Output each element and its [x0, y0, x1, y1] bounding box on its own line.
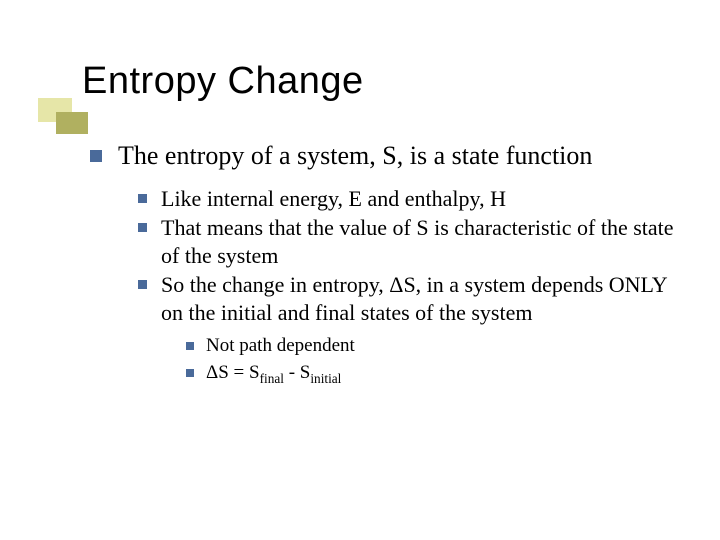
bullet-level3: Not path dependent: [186, 334, 680, 359]
bullet-level2: That means that the value of S is charac…: [138, 214, 680, 269]
level2-group: Like internal energy, E and enthalpy, H …: [138, 185, 680, 387]
slide-content: The entropy of a system, S, is a state f…: [90, 140, 680, 389]
level3-text: Not path dependent: [206, 334, 355, 359]
square-bullet-icon: [138, 280, 147, 289]
level1-text: The entropy of a system, S, is a state f…: [118, 140, 592, 173]
bullet-level3: ΔS = Sfinal - Sinitial: [186, 361, 680, 387]
bullet-level2: So the change in entropy, ΔS, in a syste…: [138, 271, 680, 326]
square-bullet-icon: [90, 150, 102, 162]
level2-text: So the change in entropy, ΔS, in a syste…: [161, 271, 680, 326]
square-bullet-icon: [138, 194, 147, 203]
deco-rect-front: [56, 112, 88, 134]
level3-group: Not path dependent ΔS = Sfinal - Sinitia…: [186, 334, 680, 387]
slide: Entropy Change The entropy of a system, …: [0, 0, 720, 540]
bullet-level2: Like internal energy, E and enthalpy, H: [138, 185, 680, 213]
bullet-level1: The entropy of a system, S, is a state f…: [90, 140, 680, 173]
level2-text: Like internal energy, E and enthalpy, H: [161, 185, 506, 213]
square-bullet-icon: [186, 369, 194, 377]
slide-title: Entropy Change: [82, 60, 364, 103]
square-bullet-icon: [138, 223, 147, 232]
square-bullet-icon: [186, 342, 194, 350]
level3-text: ΔS = Sfinal - Sinitial: [206, 361, 341, 387]
level2-text: That means that the value of S is charac…: [161, 214, 680, 269]
